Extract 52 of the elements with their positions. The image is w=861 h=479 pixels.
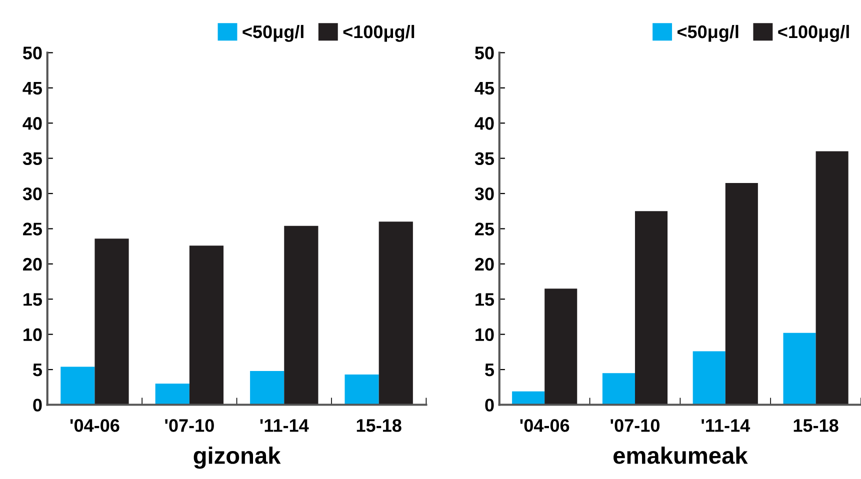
y-tick-label: 20 <box>23 258 42 271</box>
y-tick-label: 30 <box>474 187 494 200</box>
bar <box>544 288 578 405</box>
x-tick-label: '04-06 <box>520 419 570 432</box>
bar <box>783 332 816 405</box>
y-tick-label: 5 <box>485 364 494 376</box>
y-tick-label: 20 <box>475 258 494 271</box>
legend-label: <100μg/l <box>778 24 849 42</box>
bar <box>344 374 379 405</box>
bar <box>725 182 758 405</box>
bar <box>602 373 635 405</box>
bar <box>634 211 668 405</box>
x-tick-label: '07-10 <box>165 419 214 432</box>
x-tick-label: '11-14 <box>260 419 309 432</box>
y-tick-label: 35 <box>474 152 494 166</box>
x-axis-title: gizonak <box>194 446 281 469</box>
bar <box>692 351 726 405</box>
legend-label: <50μg/l <box>678 24 738 42</box>
y-tick-label: 40 <box>474 117 494 130</box>
x-axis-title: emakumeak <box>614 446 748 464</box>
bar <box>512 391 545 405</box>
y-tick-label: 0 <box>485 398 494 412</box>
y-tick-label: 40 <box>22 117 42 130</box>
y-tick-label: 35 <box>22 152 42 166</box>
x-tick-label: 15-18 <box>356 419 402 432</box>
y-tick-label: 10 <box>24 328 42 342</box>
bar <box>284 226 318 405</box>
y-tick-label: 45 <box>22 82 42 95</box>
bar <box>189 246 224 405</box>
bar <box>816 151 848 405</box>
bar <box>250 370 284 405</box>
y-tick-label: 25 <box>475 222 494 236</box>
y-tick-label: 50 <box>474 46 494 60</box>
x-tick-label: '11-14 <box>702 419 750 432</box>
y-tick-label: 45 <box>474 82 494 95</box>
bar <box>60 366 95 405</box>
y-tick-label: 15 <box>24 293 42 306</box>
x-tick-label: '04-06 <box>70 419 120 432</box>
bar <box>378 222 413 405</box>
x-tick-label: 15-18 <box>794 419 838 432</box>
y-tick-label: 0 <box>33 398 42 412</box>
bar <box>155 384 190 405</box>
y-tick-label: 10 <box>476 328 494 342</box>
y-tick-label: 5 <box>33 364 42 376</box>
y-tick-label: 15 <box>476 293 494 306</box>
y-tick-label: 50 <box>22 46 42 60</box>
legend-label: <100μg/l <box>343 24 414 42</box>
y-tick-label: 30 <box>22 187 42 200</box>
bar <box>94 238 129 405</box>
x-tick-label: '07-10 <box>610 419 660 432</box>
legend-label: <50μg/l <box>242 24 304 42</box>
y-tick-label: 25 <box>23 222 42 236</box>
